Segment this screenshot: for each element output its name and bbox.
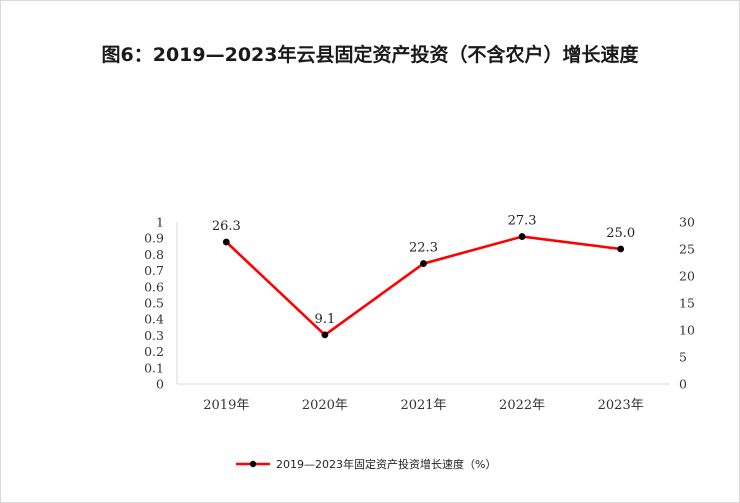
right-tick-label: 25 — [679, 242, 695, 257]
left-tick-label: 0.7 — [144, 263, 164, 278]
category-labels: 2019年 2020年 2021年 2022年 2023年 — [203, 398, 643, 413]
series — [222, 233, 625, 339]
right-axis-ticks: 0 5 10 15 20 25 30 — [679, 215, 695, 392]
data-label: 27.3 — [508, 214, 537, 229]
data-label: 26.3 — [212, 219, 241, 234]
right-tick-label: 0 — [679, 377, 687, 392]
data-labels: 26.3 9.1 22.3 27.3 25.0 — [212, 214, 635, 327]
category-label: 2023年 — [598, 398, 644, 413]
legend-label: 2019—2023年固定资产投资增长速度（%） — [276, 457, 496, 471]
left-axis-ticks: 0 0.10.20.30.40.5 0.60.70.80.91 — [144, 215, 164, 392]
data-label: 22.3 — [409, 241, 438, 256]
left-tick-label: 1 — [156, 215, 164, 230]
axes — [176, 222, 670, 385]
category-label: 2021年 — [400, 398, 446, 413]
right-tick-label: 5 — [679, 350, 687, 365]
chart-title: 图6：2019—2023年云县固定资产投资（不含农户）增长速度 — [101, 44, 639, 66]
data-point — [518, 233, 526, 240]
left-tick-label: 0.6 — [144, 279, 164, 294]
left-tick-label: 0.8 — [144, 247, 164, 262]
data-point — [321, 331, 329, 339]
category-label: 2020年 — [302, 398, 348, 413]
legend: 2019—2023年固定资产投资增长速度（%） — [236, 457, 496, 471]
left-tick-label: 0 — [156, 377, 164, 392]
category-label: 2019年 — [203, 398, 249, 413]
data-point — [617, 245, 625, 253]
right-tick-label: 20 — [679, 269, 695, 284]
right-tick-label: 30 — [679, 215, 695, 230]
data-point — [222, 238, 230, 246]
right-tick-label: 15 — [679, 296, 695, 311]
data-label: 25.0 — [606, 226, 635, 241]
left-tick-label: 0.1 — [144, 360, 164, 375]
left-tick-label: 0.5 — [144, 296, 164, 311]
left-tick-label: 0.3 — [144, 328, 164, 343]
left-tick-label: 0.4 — [144, 312, 164, 327]
legend-marker-swatch — [249, 460, 257, 468]
left-tick-label: 0.2 — [144, 344, 164, 359]
right-tick-label: 10 — [679, 323, 695, 338]
data-label: 9.1 — [315, 312, 336, 327]
data-point — [420, 260, 427, 267]
left-tick-label: 0.9 — [144, 231, 164, 246]
category-label: 2022年 — [499, 398, 545, 413]
